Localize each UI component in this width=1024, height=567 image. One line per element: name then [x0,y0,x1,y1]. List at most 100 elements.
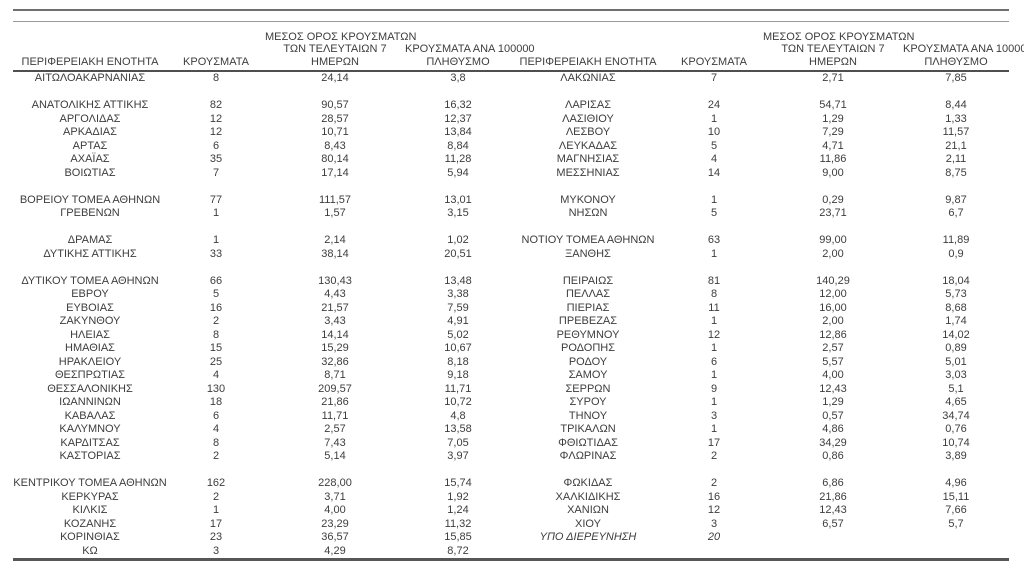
per100k-cell [903,180,1009,194]
cases-cell [665,464,763,478]
region-cell: ΛΕΣΒΟΥ [565,126,611,138]
avg7-cell [265,464,405,478]
avg7-cell: 9,00 [822,166,844,179]
cases-cell: 20 [707,531,721,543]
col-header-cases-label: ΚΡΟΥΣΜΑΤΑ [183,55,249,68]
avg7-cell: 23,29 [321,517,349,530]
per100k-cell [903,545,1009,560]
table-row: ΚΕΡΚΥΡΑΣ 2 3,71 1,92 ΧΑΛΚΙΔΙΚΗΣ 16 21,86 15,11 [13,491,1009,505]
region-cell: ΧΙΟΥ [575,517,601,530]
cases-cell: 11 [708,301,720,314]
avg7-cell: 209,57 [318,382,352,395]
region-cell [511,86,665,100]
region-cell: ΙΩΑΝΝΙΝΩΝ [59,396,121,408]
region-cell: ΚΩ [82,544,98,557]
avg7-cell: 15,29 [321,342,349,354]
avg7-cell: 21,86 [819,490,847,503]
per100k-cell: 13,48 [444,274,472,287]
col-header-per100k-line1: ΚΡΟΥΣΜΑΤΑ ΑΝΑ 100000 [903,43,1024,55]
avg7-cell: 2,71 [822,72,844,84]
avg7-cell: 2,14 [324,234,346,246]
per100k-cell: 11,57 [942,126,970,138]
region-cell: ΜΑΓΝΗΣΙΑΣ [556,153,620,165]
region-cell: ΘΕΣΠΡΩΤΙΑΣ [54,369,126,381]
avg7-cell [265,221,405,235]
region-cell: ΦΛΩΡΙΝΑΣ [559,450,617,462]
per100k-cell [903,221,1009,235]
per100k-cell [405,86,511,100]
table-row: ΚΟΖΑΝΗΣ 17 23,29 11,32 ΧΙΟΥ 3 6,57 5,7 [13,518,1009,532]
avg7-cell: 17,14 [321,166,349,179]
cases-cell [665,180,763,194]
avg7-cell [763,261,903,275]
col-header-avg7-line3: ΗΜΕΡΩΝ [809,55,857,68]
region-cell: ΡΕΘΥΜΝΟΥ [556,328,620,341]
region-cell: ΚΕΝΤΡΙΚΟΥ ΤΟΜΕΑ ΑΘΗΝΩΝ [13,477,167,489]
per100k-cell: 2,11 [945,153,967,165]
col-header-per100k-line1: ΚΡΟΥΣΜΑΤΑ ΑΝΑ 100000 [405,43,535,55]
cases-cell: 2 [212,450,220,462]
per100k-cell: 1,92 [447,490,469,503]
avg7-cell: 4,29 [324,544,346,557]
table-row: ΘΕΣΠΡΩΤΙΑΣ 4 8,71 9,18 ΣΑΜΟΥ 1 4,00 3,03 [13,369,1009,383]
avg7-cell: 80,14 [321,153,349,165]
cases-cell [167,221,265,235]
region-cell: ΛΕΥΚΑΔΑΣ [558,139,618,152]
cases-cell: 130 [206,382,226,395]
avg7-cell: 111,57 [318,193,351,206]
region-cell: ΧΑΝΙΩΝ [567,504,609,516]
region-cell [13,464,167,478]
avg7-cell: 16,00 [819,301,847,314]
region-cell: ΗΜΑΘΙΑΣ [65,342,115,354]
region-cell: ΣΥΡΟΥ [569,396,607,408]
avg7-cell: 1,29 [822,396,844,408]
avg7-cell: 21,57 [321,301,349,314]
table-row [13,261,1009,275]
avg7-cell: 12,43 [819,382,847,395]
table-row: ΚΑΒΑΛΑΣ 6 11,71 4,8 ΤΗΝΟΥ 3 0,57 34,74 [13,410,1009,424]
table-row: ΗΡΑΚΛΕΙΟΥ 25 32,86 8,18 ΡΟΔΟΥ 6 5,57 5,01 [13,356,1009,370]
per100k-cell: 3,15 [447,207,469,219]
per100k-cell: 7,85 [945,72,967,84]
table-row: ΙΩΑΝΝΙΝΩΝ 18 21,86 10,72 ΣΥΡΟΥ 1 1,29 4,65 [13,396,1009,410]
cases-cell: 17 [707,436,721,449]
per100k-cell: 5,1 [948,382,964,395]
region-cell: ΔΥΤΙΚΗΣ ΑΤΤΙΚΗΣ [43,247,137,260]
cases-cell: 6 [710,355,718,368]
cases-cell: 5 [710,139,718,152]
cases-cell: 1 [710,193,718,206]
avg7-cell [763,531,903,545]
cases-cell: 7 [710,72,718,84]
avg7-cell: 54,71 [819,99,847,111]
cases-cell: 8 [212,72,220,84]
avg7-cell: 228,00 [318,477,352,489]
cases-cell: 82 [209,99,223,111]
region-cell: ΑΡΤΑΣ [72,139,108,152]
region-cell: ΧΑΛΚΙΔΙΚΗΣ [555,490,621,503]
region-cell: ΛΑΚΩΝΙΑΣ [560,72,616,84]
table-row: ΑΝΑΤΟΛΙΚΗΣ ΑΤΤΙΚΗΣ 82 90,57 16,32 ΛΑΡΙΣΑΣ 24 5… [13,99,1009,113]
header-row: ΠΕΡΙΦΕΡΕΙΑΚΗ ΕΝΟΤΗΤΑ ΚΡΟΥΣΜΑΤΑ ΜΕΣΟΣ ΟΡΟ… [13,21,1024,72]
region-cell: ΜΕΣΣΗΝΙΑΣ [556,166,620,179]
region-cell: ΠΕΙΡΑΙΩΣ [562,274,614,287]
per100k-cell: 3,38 [447,288,469,300]
cases-cell: 12 [707,504,721,516]
table-row: ΒΟΙΩΤΙΑΣ 7 17,14 5,94 ΜΕΣΣΗΝΙΑΣ 14 9,00 8,75 [13,167,1009,181]
region-cell: ΔΡΑΜΑΣ [67,234,113,246]
avg7-cell [265,180,405,194]
per100k-cell: 6,7 [948,207,964,219]
region-cell: ΚΑΒΑΛΑΣ [64,409,116,422]
per100k-cell: 8,72 [447,544,469,557]
cases-cell: 9 [710,382,718,395]
region-cell: ΠΡΕΒΕΖΑΣ [558,315,618,327]
avg7-cell: 6,86 [822,477,844,489]
region-cell [511,261,665,275]
col-header-per100k: ΚΡΟΥΣΜΑΤΑ ΑΝΑ 100000 ΠΛΗΘΥΣΜΟ [903,21,1024,72]
table-row: ΑΡΓΟΛΙΔΑΣ 12 28,57 12,37 ΛΑΣΙΘΙΟΥ 1 1,29 1,33 [13,113,1009,127]
avg7-cell: 2,00 [822,247,844,260]
cases-cell [665,545,763,560]
region-cell: ΥΠΟ ΔΙΕΡΕΥΝΗΣΗ [539,531,637,543]
table-row: ΔΥΤΙΚΟΥ ΤΟΜΕΑ ΑΘΗΝΩΝ 66 130,43 13,48 ΠΕΙΡΑΙΩ… [13,275,1009,289]
avg7-cell: 90,57 [321,99,349,111]
